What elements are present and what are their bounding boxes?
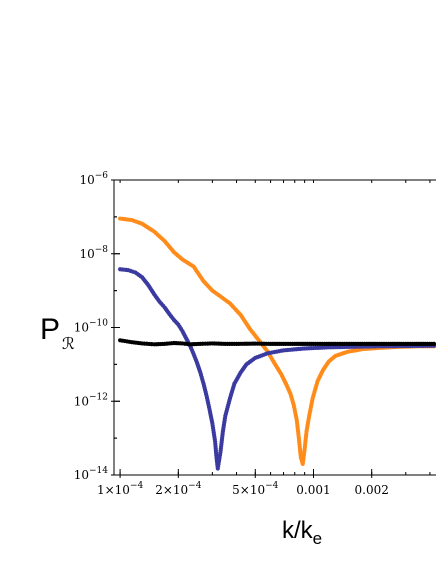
x-tick-exponent: −4: [188, 481, 202, 491]
y-tick-label: 10−6: [79, 171, 108, 187]
x-axis-label: k/ke: [282, 517, 322, 548]
x-tick-label: 0.001: [296, 483, 330, 497]
x-tick-mantissa: 1×10: [97, 483, 130, 497]
y-tick-exponent: −10: [89, 319, 108, 329]
x-tick-label: 1×10−4: [97, 481, 144, 497]
y-tick-label: 10−8: [79, 245, 108, 261]
x-tick-label: 5×10−4: [232, 481, 279, 497]
x-tick-mantissa: 2×10: [155, 483, 188, 497]
y-tick-label: 10−10: [74, 319, 109, 335]
y-tick-base: 10: [74, 468, 89, 482]
y-tick-exponent: −8: [95, 245, 109, 255]
plot-frame: [113, 179, 436, 476]
x-tick-mantissa: 5×10: [232, 483, 265, 497]
series-0: [118, 216, 436, 466]
y-tick-exponent: −6: [95, 171, 109, 181]
data-point: [431, 341, 436, 346]
series-2: [118, 338, 436, 347]
y-tick-base: 10: [79, 173, 94, 187]
x-tick-label: 2×10−4: [155, 481, 202, 497]
x-tick-exponent: −4: [265, 481, 279, 491]
series-1: [118, 267, 436, 471]
x-axis-label-main: k/k: [282, 517, 314, 544]
y-tick-exponent: −14: [89, 466, 108, 476]
y-tick-label: 10−12: [74, 392, 108, 408]
y-axis-label-sub: ℛ: [62, 334, 75, 353]
x-tick-exponent: −4: [130, 481, 144, 491]
y-tick-base: 10: [79, 247, 94, 261]
y-axis-label-main: P: [40, 313, 60, 346]
y-tick-base: 10: [74, 394, 89, 408]
x-axis-label-sub: e: [313, 529, 322, 548]
x-tick-text: 0.002: [355, 483, 389, 497]
x-tick-label: 0.002: [355, 483, 389, 497]
x-axis-ticks: 1×10−4 2×10−4 5×10−4 0.001 0.002: [97, 180, 431, 497]
data-series: [118, 216, 436, 471]
y-tick-label: 10−14: [74, 466, 109, 482]
y-tick-base: 10: [74, 321, 89, 335]
x-tick-text: 0.001: [296, 483, 330, 497]
y-tick-exponent: −12: [89, 392, 108, 402]
